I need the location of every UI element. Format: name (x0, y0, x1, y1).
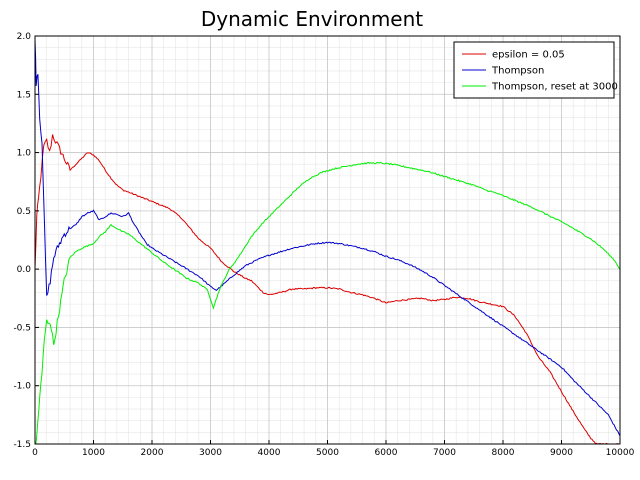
series-line-0 (34, 134, 621, 445)
y-tick-label: -1.0 (13, 382, 31, 392)
series-line-2 (35, 161, 621, 445)
series-layer (34, 39, 621, 445)
legend: epsilon = 0.05 Thompson Thompson, reset at… (453, 41, 618, 99)
y-tick-label: 0.0 (17, 265, 32, 275)
x-tick-label: 3000 (199, 448, 222, 458)
y-tick-label: -1.5 (13, 440, 31, 450)
legend-box (453, 41, 615, 99)
x-tick-label: 5000 (316, 448, 339, 458)
x-tick-label: 8000 (492, 448, 515, 458)
y-tick-labels: -1.5 -1.0 -0.5 0.0 0.5 1.0 1.5 2.0 (13, 32, 31, 450)
x-tick-label: 2000 (141, 448, 164, 458)
y-tick-label: 2.0 (17, 32, 32, 42)
legend-label-0: epsilon = 0.05 (492, 50, 565, 61)
y-tick-label: -0.5 (13, 323, 31, 333)
x-tick-label: 10000 (606, 448, 635, 458)
y-tick-label: 1.5 (17, 90, 31, 100)
legend-label-2: Thompson, reset at 3000 (491, 82, 618, 93)
x-tick-label: 0 (32, 448, 38, 458)
legend-label-1: Thompson (491, 66, 544, 77)
x-tick-labels: 0 1000 2000 3000 4000 5000 6000 7000 8000 9000 100… (32, 448, 634, 458)
axis-ticks (34, 35, 621, 445)
x-tick-label: 7000 (433, 448, 456, 458)
y-tick-label: 0.5 (17, 207, 31, 217)
x-tick-label: 6000 (375, 448, 398, 458)
series-line-1 (34, 39, 621, 437)
x-tick-label: 1000 (82, 448, 105, 458)
x-tick-label: 4000 (258, 448, 281, 458)
x-tick-label: 9000 (550, 448, 573, 458)
chart-title: Dynamic Environment (201, 7, 423, 31)
y-tick-label: 1.0 (17, 149, 32, 159)
